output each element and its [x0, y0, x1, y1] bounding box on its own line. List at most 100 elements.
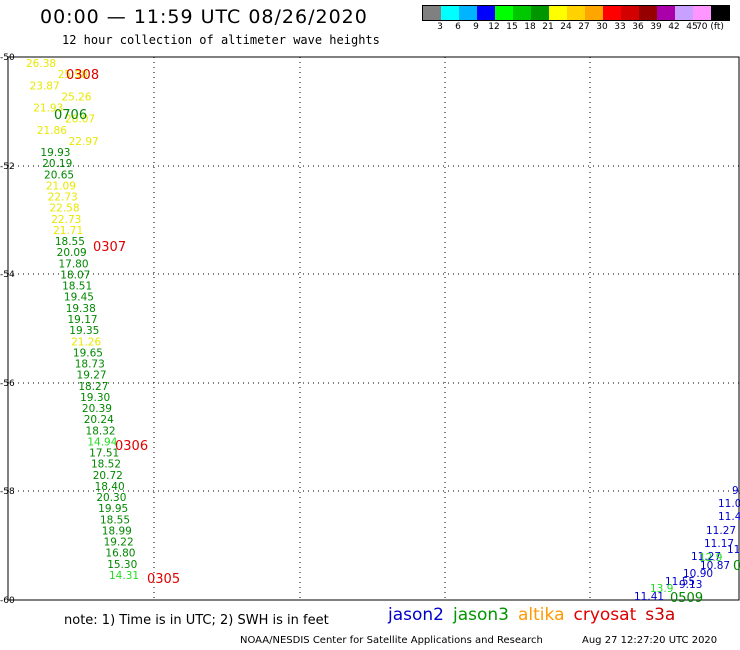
colorbar-swatch	[711, 6, 729, 20]
wave-height-label: 14.94	[87, 436, 117, 448]
wave-height-label: 19.38	[66, 303, 96, 315]
wave-height-label: 19.65	[73, 347, 103, 359]
colorbar-swatch	[459, 6, 477, 20]
y-tick-label: -52	[0, 162, 15, 172]
colorbar-tick-label: 45	[686, 22, 698, 32]
satellite-legend: jason2 jason3 altika cryosat s3a	[388, 605, 684, 625]
pass-time-label: 0306	[115, 439, 148, 454]
wave-height-label: 11.27	[706, 525, 736, 537]
wave-height-label: 11.27	[691, 551, 721, 563]
colorbar-swatch	[513, 6, 531, 20]
wave-height-label: 16.80	[105, 548, 135, 560]
wave-height-label: 21.93	[33, 103, 63, 115]
pass-time-label: 0	[733, 559, 740, 574]
wave-height-label: 21.26	[71, 336, 101, 348]
generated-timestamp: Aug 27 12:27:20 UTC 2020	[582, 635, 718, 646]
wave-height-label: 11.0	[718, 498, 740, 510]
legend-item-altika: altika	[518, 605, 565, 625]
colorbar-tick-label: 36	[632, 22, 644, 32]
colorbar-tick-label: 24	[560, 22, 572, 32]
chart-subtitle: 12 hour collection of altimeter wave hei…	[62, 33, 380, 47]
wave-height-label: 18.51	[62, 281, 92, 293]
wave-height-label: 19.17	[68, 314, 98, 326]
wave-height-label: 14.31	[109, 570, 139, 582]
colorbar-swatch	[603, 6, 621, 20]
wave-height-label: 18.99	[102, 525, 132, 537]
colorbar-swatch	[495, 6, 513, 20]
wave-height-label: 22.58	[49, 203, 79, 215]
wave-height-label: 11.17	[704, 538, 734, 550]
wave-height-label: 20.07	[65, 114, 95, 126]
wave-height-label: 22.97	[69, 136, 99, 148]
colorbar-tick-label: 42	[668, 22, 680, 32]
legend-item-cryosat: cryosat	[573, 605, 637, 625]
y-tick-label: -50	[0, 53, 15, 63]
y-tick-label: -56	[0, 379, 15, 389]
colorbar-swatch	[477, 6, 495, 20]
wave-height-label: 18.55	[55, 236, 85, 248]
wave-height-label: 11.41	[634, 591, 664, 603]
wave-height-label: 10.90	[683, 568, 713, 580]
wave-height-colorbar	[422, 5, 730, 21]
wave-height-label: 19.35	[69, 325, 99, 337]
wave-height-label: 19.27	[77, 370, 107, 382]
wave-height-label: 9.13	[679, 579, 702, 591]
pass-time-label: 0307	[93, 240, 126, 255]
legend-item-s3a: s3a	[645, 605, 676, 625]
colorbar-tick-label: 6	[455, 22, 461, 32]
colorbar-swatch	[441, 6, 459, 20]
colorbar-swatch	[675, 6, 693, 20]
y-tick-label: -54	[0, 270, 15, 280]
wave-height-label: 21.09	[46, 180, 76, 192]
colorbar-tick-label: 39	[650, 22, 662, 32]
wave-height-label: 25.98	[58, 69, 88, 81]
wave-height-label: 20.65	[44, 169, 74, 181]
wave-height-label: 20.72	[93, 470, 123, 482]
wave-height-label: 21.71	[53, 225, 83, 237]
altimeter-plot: 105108111114117120-50-52-54-56-58-6026.3…	[0, 53, 740, 605]
wave-height-label: 19.95	[98, 503, 128, 515]
wave-height-label: 18.07	[60, 269, 90, 281]
wave-height-label: 12.9	[699, 552, 722, 564]
y-tick-label: -60	[0, 596, 15, 605]
colorbar-tick-label: 12	[488, 22, 500, 32]
colorbar-tick-label: 15	[506, 22, 518, 32]
colorbar-swatch	[657, 6, 675, 20]
wave-height-label: 11	[727, 544, 740, 556]
pass-time-label: 0509	[670, 591, 703, 605]
colorbar-tick-label: 70 (ft)	[696, 22, 724, 32]
y-tick-label: -58	[0, 487, 15, 497]
wave-height-label: 18.40	[95, 481, 125, 493]
wave-height-label: 18.52	[91, 459, 121, 471]
colorbar-tick-label: 3	[437, 22, 443, 32]
colorbar-swatch	[549, 6, 567, 20]
colorbar-swatch	[621, 6, 639, 20]
colorbar-tick-label: 18	[524, 22, 536, 32]
wave-height-label: 21.86	[37, 125, 67, 137]
wave-height-label: 18.73	[75, 359, 105, 371]
chart-title: 00:00 — 11:59 UTC 08/26/2020	[40, 6, 368, 28]
wave-height-label: 18.32	[86, 425, 116, 437]
wave-height-label: 20.24	[84, 414, 114, 426]
colorbar-swatch	[531, 6, 549, 20]
pass-time-label: 0308	[66, 68, 99, 83]
colorbar-swatch	[423, 6, 441, 20]
wave-height-label: 11.55	[665, 576, 695, 588]
footnote: note: 1) Time is in UTC; 2) SWH is in fe…	[64, 613, 329, 628]
wave-height-label: 19.30	[80, 392, 110, 404]
wave-height-label: 18.27	[78, 381, 108, 393]
legend-item-jason3: jason3	[453, 605, 509, 625]
wave-height-label: 19.45	[64, 292, 94, 304]
wave-height-label: 9.	[732, 485, 740, 497]
wave-height-label: 20.39	[82, 403, 112, 415]
colorbar-swatch	[585, 6, 603, 20]
wave-height-label: 15.30	[107, 559, 137, 571]
wave-height-label: 11.44	[718, 511, 740, 523]
wave-height-label: 18.55	[100, 514, 130, 526]
colorbar-swatch	[693, 6, 711, 20]
legend-item-jason2: jason2	[388, 605, 444, 625]
wave-height-label: 20.19	[42, 158, 72, 170]
pass-time-label: 0305	[147, 572, 180, 587]
wave-height-label: 22.73	[48, 192, 78, 204]
wave-height-label: 22.73	[51, 214, 81, 226]
